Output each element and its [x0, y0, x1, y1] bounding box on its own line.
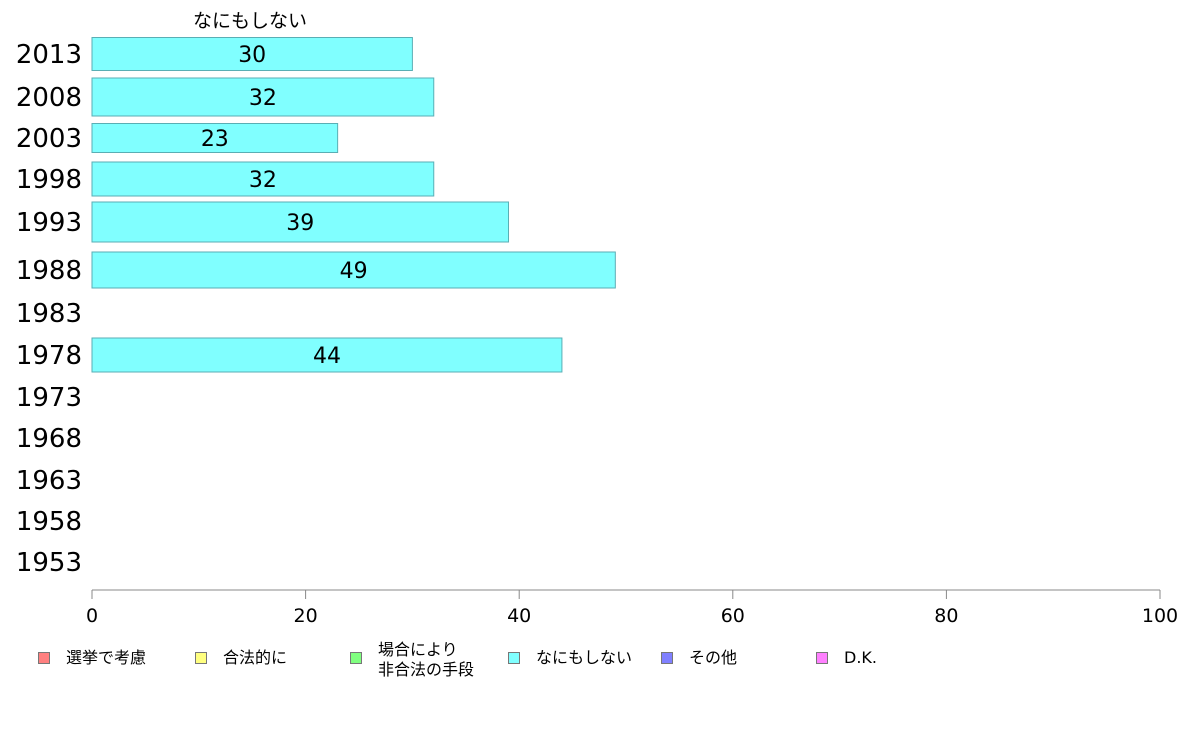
x-tick-label: 80: [934, 605, 958, 627]
legend-item: なにもしない: [508, 640, 632, 668]
data-label: 32: [249, 168, 277, 193]
legend-swatch: [38, 652, 50, 664]
legend-swatch: [816, 652, 828, 664]
x-tick-label: 0: [86, 605, 98, 627]
legend-swatch: [661, 652, 673, 664]
chart-title: なにもしない: [192, 10, 307, 32]
legend: 選挙で考慮 合法的に 場合により 非合法の手段 なにもしない その他 D.K.: [38, 640, 1138, 690]
category-label: 1968: [16, 424, 82, 454]
data-label: 30: [238, 43, 266, 68]
legend-label: 合法的に: [223, 648, 288, 667]
legend-item: その他: [661, 640, 737, 668]
legend-swatch: [508, 652, 520, 664]
data-label: 39: [286, 211, 314, 236]
data-label: 23: [201, 127, 229, 152]
bar: [91, 201, 510, 243]
data-label: 32: [249, 86, 277, 111]
category-label: 1953: [16, 548, 82, 578]
bar: [91, 337, 563, 373]
x-tick-label: 60: [721, 605, 745, 627]
legend-label: なにもしない: [536, 648, 633, 667]
x-tick-label: 20: [294, 605, 318, 627]
bar: [91, 251, 616, 289]
legend-item: 合法的に: [195, 640, 287, 668]
legend-item: 選挙で考慮: [38, 640, 146, 668]
legend-label: 場合により 非合法の手段: [378, 640, 475, 679]
data-label: 49: [340, 259, 368, 284]
category-label: 1993: [16, 208, 82, 238]
category-label: 2008: [16, 83, 82, 113]
category-label: 1988: [16, 256, 82, 286]
legend-swatch: [350, 652, 362, 664]
bar: [91, 161, 435, 197]
category-label: 1998: [16, 165, 82, 195]
category-label: 2003: [16, 124, 82, 154]
legend-label: その他: [689, 648, 738, 667]
category-label: 1978: [16, 341, 82, 371]
x-tick-label: 100: [1142, 605, 1178, 627]
bar: [91, 123, 339, 153]
legend-item: D.K.: [816, 640, 877, 668]
category-label: 2013: [16, 40, 82, 70]
legend-label: 選挙で考慮: [66, 648, 147, 667]
data-label: 44: [313, 344, 341, 369]
category-label: 1958: [16, 507, 82, 537]
legend-swatch: [195, 652, 207, 664]
category-label: 1983: [16, 299, 82, 329]
bar: [91, 77, 435, 117]
category-label: 1963: [16, 466, 82, 496]
legend-item: 場合により 非合法の手段: [350, 640, 474, 680]
bar: [91, 37, 413, 71]
legend-label: D.K.: [844, 648, 877, 667]
x-tick-label: 40: [507, 605, 531, 627]
category-label: 1973: [16, 383, 82, 413]
